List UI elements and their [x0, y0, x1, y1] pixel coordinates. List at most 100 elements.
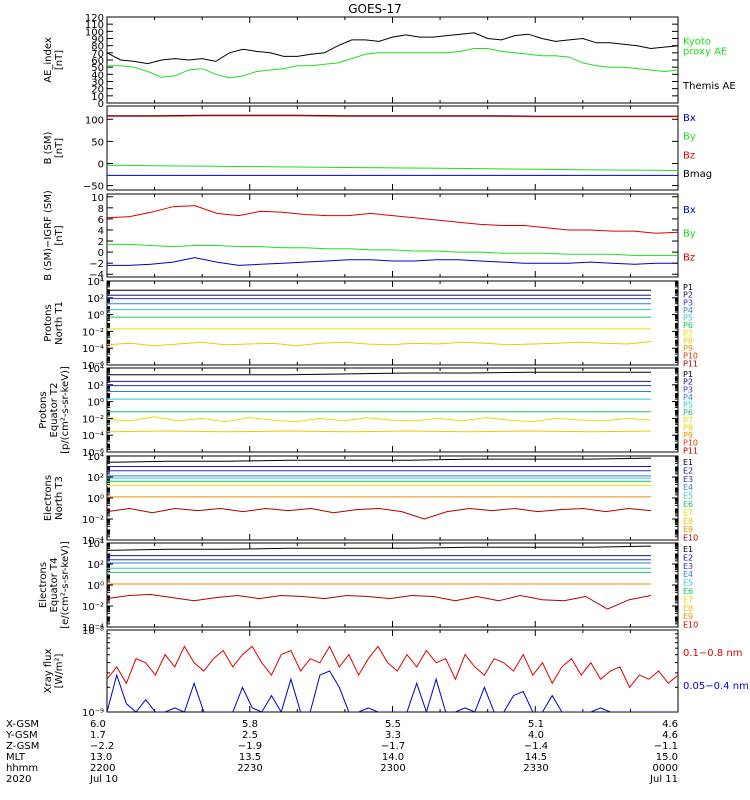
- orbit-cell: 5.5: [385, 719, 401, 730]
- orbit-cell: −2.2: [90, 741, 114, 752]
- panel-frame: [106, 455, 679, 541]
- y-tick-label: 10⁰: [87, 581, 104, 592]
- legend-entry: E10: [683, 621, 698, 630]
- legend-entry: P6: [683, 408, 693, 417]
- y-tick-label: 10: [91, 92, 104, 103]
- series-line-P11: [107, 593, 652, 610]
- legend-entry: E5: [683, 579, 693, 588]
- legend-entry: P9: [683, 431, 693, 440]
- legend-entry: E8: [683, 604, 693, 613]
- orbit-row-label: 2020: [6, 774, 31, 785]
- y-tick-label: 10⁰: [87, 311, 104, 322]
- panel-frame: [106, 629, 679, 713]
- y-tick-label: 10⁻⁴: [82, 431, 104, 442]
- y-tick-label: 100: [85, 115, 104, 126]
- series-line-P8: [107, 341, 652, 347]
- y-tick-label: 10²: [87, 473, 104, 484]
- y-axis-label: [e/(cm²-s-sr-keV)]: [60, 541, 71, 629]
- y-axis-label: North T1: [54, 301, 65, 345]
- y-tick-label: 10⁴: [87, 277, 104, 288]
- orbit-cell: 15.0: [656, 752, 678, 763]
- series-line-P8: [107, 430, 652, 433]
- legend-entry: Themis AE: [682, 81, 736, 92]
- legend-entry: P6: [683, 321, 693, 330]
- y-tick-label: 10⁻⁴: [82, 623, 104, 634]
- legend-entry: P4: [683, 393, 693, 402]
- legend-entry: E1: [683, 545, 693, 554]
- legend-entry: By: [683, 132, 696, 143]
- legend-entry: P11: [683, 446, 698, 455]
- legend-entry: E4: [683, 483, 693, 492]
- legend-entry: P7: [683, 416, 693, 425]
- panel-protons_t2: 10⁻⁶ 10⁻⁴ 10⁻² 10⁰ 10² 10⁴ Protons Equator T2 [p…: [38, 364, 698, 459]
- legend-entry: P8: [683, 336, 693, 345]
- orbit-cell: 0000: [653, 763, 678, 774]
- orbit-row-label: X-GSM: [6, 719, 39, 730]
- orbit-row-label: MLT: [6, 752, 26, 763]
- y-tick-label: 10⁻²: [82, 327, 104, 338]
- orbit-cell: 3.3: [385, 730, 401, 741]
- orbit-cell: 6.0: [90, 719, 106, 730]
- series-line-P1: [107, 457, 652, 463]
- panel-bsm: −50 0 50 100 B (SM) [nT] Bx By Bz Bmag: [43, 105, 712, 193]
- orbit-table: X-GSM 6.0 5.8 5.5 5.1 4.6 Y-GSM 1.7 2.5 3.3 4.0 4.6…: [5, 719, 678, 785]
- y-tick-label: 110: [85, 20, 104, 31]
- orbit-row-label: hhmm: [6, 763, 38, 774]
- y-tick-label: 10⁻²: [82, 515, 104, 526]
- legend-entry: E4: [683, 570, 693, 579]
- legend-entry: Bx: [683, 113, 696, 124]
- orbit-cell: 13.0: [90, 752, 112, 763]
- orbit-cell: Jul 10: [89, 774, 118, 785]
- y-tick-label: 10⁻⁴: [82, 344, 104, 355]
- y-tick-label: 10⁻²: [82, 602, 104, 613]
- panel-frame: [106, 193, 679, 278]
- panel-xray: 10⁻⁹ 10⁻⁸ Xray flux [W/m²] 0.1−0.8 nm 0.05−0.…: [43, 626, 749, 719]
- y-axis-label: [p/(cm²-s-sr-keV)]: [60, 366, 71, 454]
- series-line-red: [107, 205, 678, 234]
- panel-protons_t1: 10⁻⁶ 10⁻⁴ 10⁻² 10⁰ 10² 10⁴ Protons North T1 P1P2…: [43, 277, 698, 372]
- legend-entry: E2: [683, 466, 693, 475]
- legend-entry: P7: [683, 329, 693, 338]
- legend-entry: P11: [683, 359, 698, 368]
- y-tick-label: 60: [91, 56, 104, 67]
- orbit-cell: 2200: [90, 763, 115, 774]
- y-axis-label: Protons: [43, 304, 54, 341]
- y-tick-label: 10⁴: [87, 452, 104, 463]
- legend-entry: E9: [683, 525, 693, 534]
- panel-frame: [106, 367, 679, 453]
- y-tick-label: 10⁴: [87, 539, 104, 550]
- orbit-cell: 4.6: [662, 719, 678, 730]
- legend-entry: By: [683, 229, 696, 240]
- orbit-cell: 2230: [237, 763, 262, 774]
- orbit-row-label: Y-GSM: [5, 730, 38, 741]
- legend-entry: P10: [683, 439, 698, 448]
- y-tick-label: −50: [83, 182, 104, 193]
- panel-frame: [106, 280, 679, 366]
- y-axis-label: Equator T4: [49, 558, 60, 613]
- legend-entry: Bmag: [683, 169, 712, 180]
- legend-entry: P1: [683, 283, 693, 292]
- y-tick-label: 10²: [87, 294, 104, 305]
- y-tick-label: 20: [91, 85, 104, 96]
- orbit-cell: 5.1: [528, 719, 544, 730]
- y-axis-label: Xray flux: [43, 649, 54, 694]
- legend-entry: E6: [683, 500, 693, 509]
- orbit-cell: 2300: [380, 763, 405, 774]
- y-tick-label: 100: [85, 27, 104, 38]
- orbit-cell: −1.4: [524, 741, 548, 752]
- y-axis-label: [nT]: [54, 225, 65, 245]
- series-line-blue: [107, 257, 678, 266]
- y-tick-label: 10²: [87, 381, 104, 392]
- y-axis-label: [nT]: [54, 50, 65, 70]
- panel-electrons_t4: 10⁻⁴ 10⁻² 10⁰ 10² 10⁴ Electrons Equator T4 [e/(…: [38, 539, 698, 634]
- legend-entry: E8: [683, 517, 693, 526]
- legend-entry: P1: [683, 370, 693, 379]
- legend-entry: E7: [683, 508, 693, 517]
- legend-entry: 0.1−0.8 nm: [683, 648, 742, 659]
- legend-entry: P9: [683, 344, 693, 353]
- series-line-red: [107, 645, 678, 689]
- orbit-cell: −1.7: [381, 741, 405, 752]
- legend-entry: P2: [683, 291, 693, 300]
- orbit-row-label: Z-GSM: [6, 741, 39, 752]
